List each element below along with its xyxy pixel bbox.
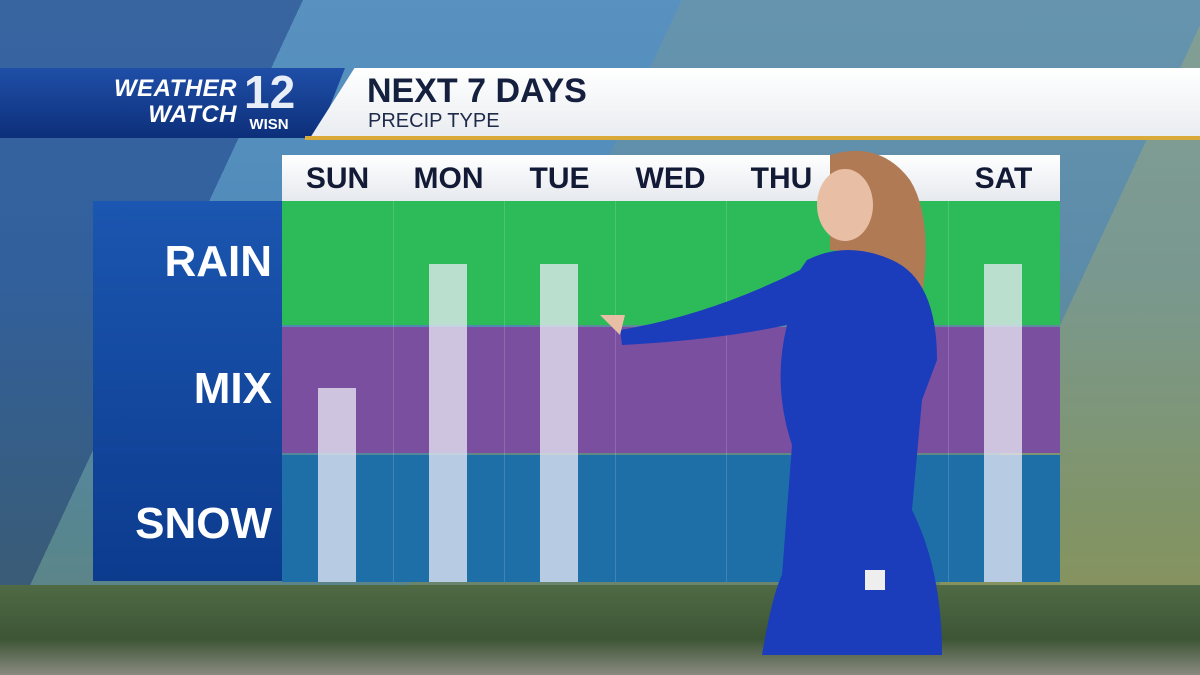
logo-station: WISN [249,116,289,133]
level-labels: RAIN MIX SNOW [93,201,282,581]
logo-number: 12 [244,66,296,118]
column-divider [393,201,394,582]
weather-watch-logo: WEATHER WATCH 12 WISN [0,68,345,138]
rain-band [282,201,1060,325]
day-label-tue: TUE [529,162,590,195]
column-divider [948,201,949,582]
label-snow: SNOW [135,499,272,548]
day-label-sun: SUN [305,162,370,195]
logo-text: WEATHER WATCH [113,75,237,128]
bar-sun [318,388,356,582]
page-subtitle: PRECIP TYPE [368,110,500,132]
column-divider [726,201,727,582]
day-label-mon: MON [413,162,484,195]
column-divider [504,201,505,582]
background-grass [0,585,1200,675]
day-label-sat: SAT [974,162,1033,195]
column-divider [615,201,616,582]
day-label-thu: THU [750,162,813,195]
day-header: SUN MON TUE WED THU SAT [282,155,1060,201]
bar-sat [984,264,1022,582]
accent-line [305,136,1200,140]
page-title: NEXT 7 DAYS [367,72,587,110]
label-rain: RAIN [164,237,272,286]
bar-mon [429,264,467,582]
presenter [600,150,942,655]
day-label-wed: WED [635,162,706,195]
bar-tue [540,264,578,582]
header-bar: WEATHER WATCH 12 WISN NEXT 7 DAYS PRECIP … [0,68,1200,140]
label-mix: MIX [193,364,272,413]
title-panel: NEXT 7 DAYS PRECIP TYPE [310,68,1200,138]
